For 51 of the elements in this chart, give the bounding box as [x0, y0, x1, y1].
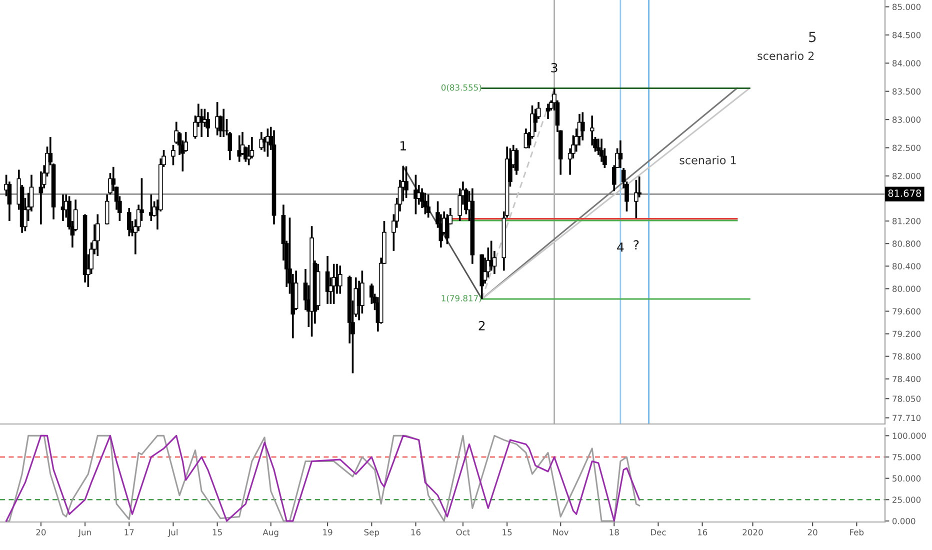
x-tick-label: 20 — [808, 529, 818, 536]
x-tick-label: Aug — [262, 529, 278, 538]
x-tick-label: Feb — [850, 528, 864, 536]
y-tick-label: 100.000 — [892, 432, 926, 439]
y-tick-label: 82.000 — [892, 172, 921, 180]
x-tick-label: Jul — [168, 528, 178, 537]
x-tick-label: 2020 — [742, 529, 763, 536]
y-tick-label: 80.000 — [892, 286, 921, 292]
annotation: 1 — [400, 141, 406, 150]
x-tick-label: 17 — [124, 529, 134, 536]
annotation: 2 — [478, 320, 485, 330]
x-tick-label: Jun — [78, 529, 91, 537]
y-tick-label: 85.000 — [892, 4, 921, 10]
x-tick-label: Oct — [456, 529, 470, 536]
x-tick-label: 18 — [610, 529, 619, 536]
y-tick-label: 77.710 — [892, 414, 921, 422]
annotation: 0(83.555) — [441, 84, 482, 92]
y-tick-label: 75.000 — [892, 454, 921, 460]
x-tick-label: Dec — [650, 529, 666, 536]
y-tick-label: 82.500 — [892, 144, 921, 152]
y-tick-label: 25.000 — [892, 496, 921, 503]
y-tick-label: 80.800 — [892, 240, 921, 247]
x-tick-label: Sep — [364, 529, 380, 538]
y-tick-label: 78.400 — [892, 376, 921, 382]
annotation: 1(79.817) — [442, 294, 482, 302]
y-tick-label: 50.000 — [892, 475, 921, 482]
y-tick-label: 83.000 — [892, 116, 921, 123]
y-tick-label: 80.400 — [892, 263, 921, 270]
annotation: scenario 1 — [680, 156, 736, 164]
x-tick-label: 15 — [212, 529, 222, 536]
y-tick-label: 0.000 — [892, 518, 916, 524]
y-tick-label: 78.050 — [892, 396, 921, 402]
annotation: 5 — [809, 32, 816, 42]
ref-line-label: 81.678 — [888, 190, 922, 197]
annotation: 3 — [551, 62, 558, 72]
annotation: ? — [634, 240, 639, 250]
y-tick-label: 79.600 — [892, 308, 921, 315]
x-tick-label: 16 — [411, 529, 421, 536]
x-tick-label: 16 — [698, 529, 708, 536]
annotation: 4 — [617, 242, 624, 252]
y-tick-label: 84.500 — [892, 32, 921, 38]
x-tick-label: 15 — [502, 529, 512, 536]
y-tick-label: 83.500 — [892, 88, 921, 95]
x-tick-label: 20 — [36, 529, 46, 536]
x-tick-label: 19 — [323, 529, 332, 536]
y-tick-label: 81.200 — [892, 218, 921, 224]
y-tick-label: 79.200 — [892, 330, 921, 338]
y-tick-label: 78.800 — [892, 353, 921, 360]
y-tick-label: 84.000 — [892, 60, 921, 66]
x-tick-label: Nov — [553, 529, 568, 536]
annotation: scenario 2 — [758, 51, 814, 60]
